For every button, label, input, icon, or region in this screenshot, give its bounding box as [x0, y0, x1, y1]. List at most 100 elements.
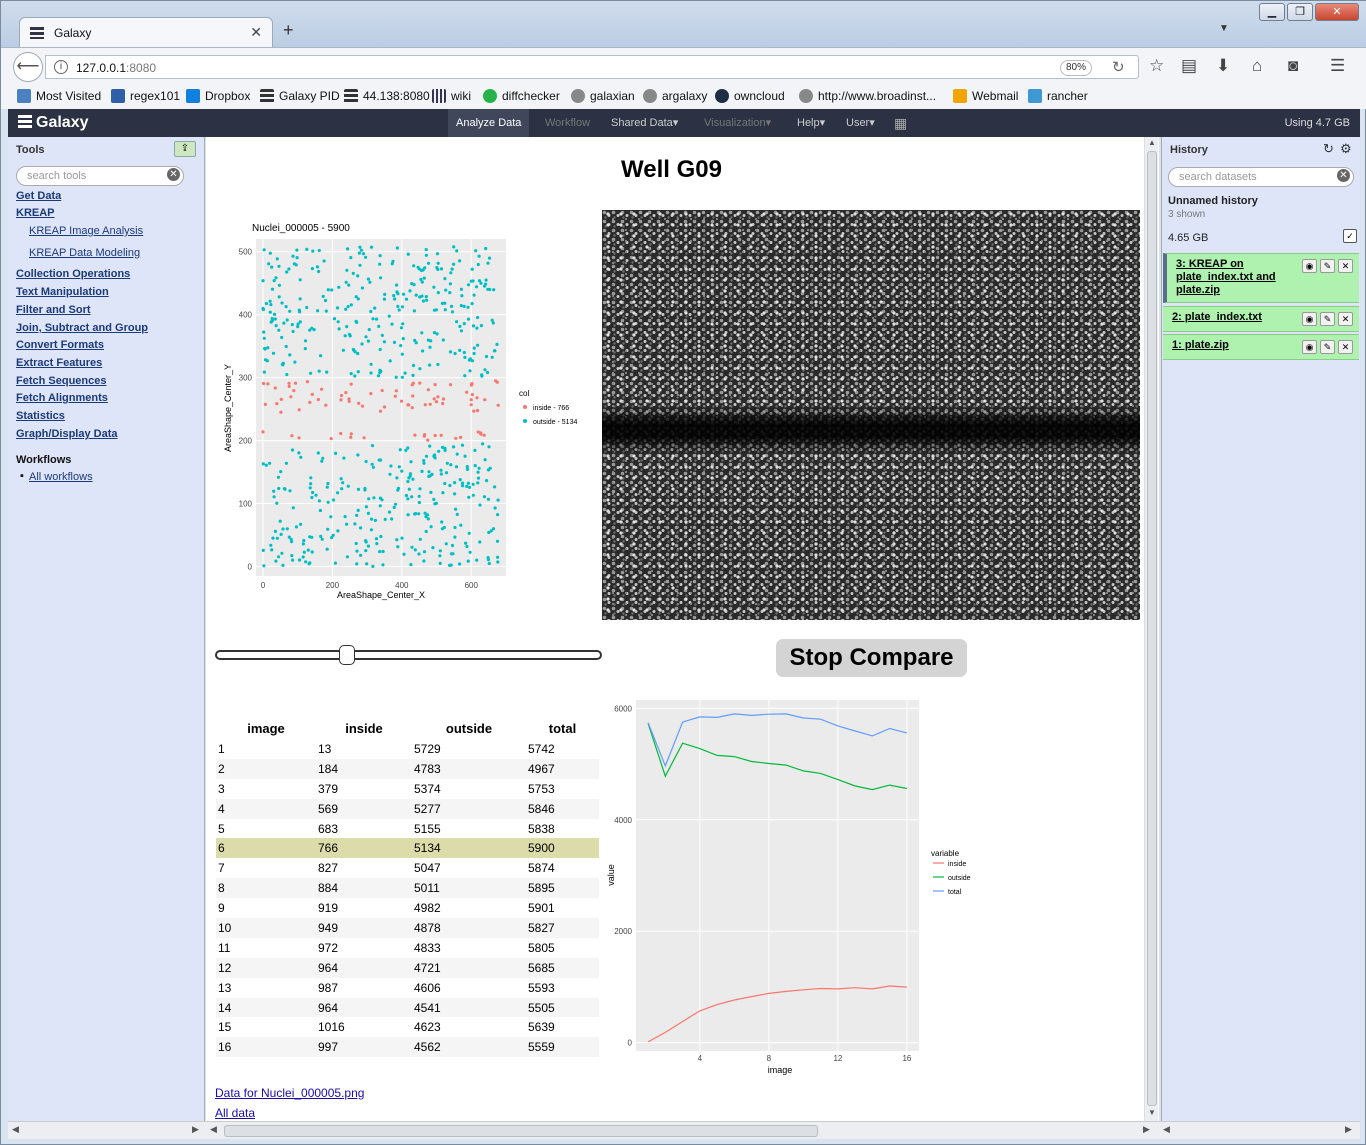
select-datasets-icon[interactable]: ✓ — [1343, 229, 1357, 243]
bookmark-dropbox[interactable]: Dropbox — [186, 89, 250, 103]
scroll-right-icon[interactable]: ▶ — [1345, 1124, 1352, 1134]
refresh-icon[interactable]: ↻ — [1323, 141, 1334, 156]
delete-icon[interactable]: ✕ — [1338, 340, 1353, 354]
history-name[interactable]: Unnamed history — [1168, 195, 1258, 207]
bookmark-argalaxy[interactable]: argalaxy — [643, 89, 707, 103]
scroll-up-icon[interactable]: ▲ — [1148, 138, 1156, 147]
bookmark-webmail[interactable]: Webmail — [953, 89, 1018, 103]
pencil-icon[interactable]: ✎ — [1320, 259, 1335, 273]
tool-section-text-manipulation[interactable]: Text Manipulation — [16, 286, 109, 298]
tool-section-get-data[interactable]: Get Data — [16, 190, 62, 202]
stop-compare-button[interactable]: Stop Compare — [776, 639, 967, 677]
all-data-link[interactable]: All data — [215, 1106, 256, 1120]
scroll-thumb[interactable] — [1147, 151, 1157, 1106]
table-row[interactable]: 10 949 4878 5827 — [216, 918, 599, 938]
eye-icon[interactable]: ◉ — [1302, 312, 1317, 326]
table-row[interactable]: 6 766 5134 5900 — [216, 838, 599, 859]
tool-link-kreap-data-modeling[interactable]: KREAP Data Modeling — [29, 247, 141, 259]
new-tab-icon[interactable]: + — [283, 20, 294, 40]
clear-search-icon[interactable]: ✕ — [167, 168, 180, 181]
table-row[interactable]: 15 1016 4623 5639 — [216, 1017, 599, 1037]
reload-icon[interactable]: ↻ — [1112, 59, 1125, 76]
eye-icon[interactable]: ◉ — [1302, 259, 1317, 273]
eye-icon[interactable]: ◉ — [1302, 340, 1317, 354]
clear-search-icon[interactable]: ✕ — [1337, 169, 1350, 182]
table-row[interactable]: 7 827 5047 5874 — [216, 858, 599, 878]
delete-icon[interactable]: ✕ — [1338, 259, 1353, 273]
home-icon[interactable]: ⌂ — [1252, 56, 1263, 75]
dataset-title[interactable]: 1: plate.zip — [1172, 339, 1229, 351]
apps-grid-icon[interactable]: ▦ — [894, 115, 908, 131]
nav-user[interactable]: User▾ — [838, 109, 883, 137]
right-horizontal-scrollbar[interactable]: ◀ ▶ — [1159, 1121, 1360, 1139]
center-horizontal-scrollbar[interactable]: ◀ ▶ — [206, 1121, 1159, 1139]
table-row[interactable]: 2 184 4783 4967 — [216, 758, 599, 779]
tool-section-extract-features[interactable]: Extract Features — [16, 357, 103, 369]
site-info-icon[interactable]: i — [54, 60, 68, 74]
nav-visualization[interactable]: Visualization▾ — [696, 109, 779, 137]
scroll-left-icon[interactable]: ◀ — [210, 1124, 217, 1134]
tool-section-fetch-alignments[interactable]: Fetch Alignments — [16, 392, 108, 404]
tool-section-join-subtract-and-group[interactable]: Join, Subtract and Group — [16, 322, 149, 334]
back-button[interactable]: ⟵ — [13, 52, 43, 82]
table-row[interactable]: 3 379 5374 5753 — [216, 779, 599, 799]
tool-search-input[interactable]: search tools — [16, 166, 184, 186]
zoom-level[interactable]: 80% — [1060, 60, 1092, 76]
bookmark-galaxy-pid[interactable]: Galaxy PID — [260, 89, 340, 103]
window-close-icon[interactable]: ✕ — [1315, 3, 1359, 21]
dataset-item[interactable]: 2: plate_index.txt ◉ ✎ ✕ — [1163, 306, 1359, 332]
table-row[interactable]: 16 997 4562 5559 — [216, 1037, 599, 1058]
left-horizontal-scrollbar[interactable]: ◀ ▶ — [8, 1121, 206, 1139]
bookmark-star-icon[interactable]: ☆ — [1149, 56, 1165, 75]
nav-help[interactable]: Help▾ — [789, 109, 833, 137]
image-slider[interactable] — [215, 645, 602, 665]
maximize-icon[interactable]: ❐ — [1287, 3, 1313, 21]
pencil-icon[interactable]: ✎ — [1320, 340, 1335, 354]
tool-section-convert-formats[interactable]: Convert Formats — [16, 339, 105, 351]
gear-icon[interactable]: ⚙ — [1340, 141, 1352, 156]
pencil-icon[interactable]: ✎ — [1320, 312, 1335, 326]
bookmark-regex101[interactable]: regex101 — [111, 89, 180, 103]
nav-shared-data[interactable]: Shared Data▾ — [603, 109, 686, 137]
tool-section-graph-display-data[interactable]: Graph/Display Data — [16, 428, 118, 440]
table-row[interactable]: 5 683 5155 5838 — [216, 819, 599, 839]
browser-tab[interactable]: Galaxy ✕ — [19, 17, 273, 47]
dataset-title[interactable]: 2: plate_index.txt — [1172, 311, 1262, 323]
tool-section-statistics[interactable]: Statistics — [16, 410, 65, 422]
dataset-item[interactable]: 1: plate.zip ◉ ✎ ✕ — [1163, 334, 1359, 360]
bookmark-rancher[interactable]: rancher — [1028, 89, 1088, 103]
table-row[interactable]: 8 884 5011 5895 — [216, 878, 599, 899]
nav-workflow[interactable]: Workflow — [545, 117, 591, 129]
scroll-left-icon[interactable]: ◀ — [1163, 1124, 1170, 1134]
scroll-left-icon[interactable]: ◀ — [12, 1124, 19, 1134]
table-row[interactable]: 1 13 5729 5742 — [216, 739, 599, 759]
delete-icon[interactable]: ✕ — [1338, 312, 1353, 326]
dataset-title[interactable]: 3: KREAP on plate_index.txt and plate.zi… — [1176, 258, 1276, 296]
bookmark-owncloud[interactable]: owncloud — [715, 89, 785, 103]
bookmark-most-visited[interactable]: Most Visited — [17, 89, 101, 103]
nav-analyze-data[interactable]: Analyze Data — [448, 109, 530, 137]
table-row[interactable]: 9 919 4982 5901 — [216, 898, 599, 918]
dataset-search-input[interactable]: search datasets — [1168, 167, 1354, 187]
galaxy-brand[interactable]: Galaxy — [18, 114, 88, 132]
center-vertical-scrollbar[interactable]: ▲ ▼ — [1144, 137, 1158, 1121]
table-row[interactable]: 13 987 4606 5593 — [216, 978, 599, 998]
bookmark-diffchecker[interactable]: diffchecker — [483, 89, 560, 103]
upload-icon[interactable]: ⇪ — [174, 141, 196, 157]
all-workflows-link[interactable]: All workflows — [29, 471, 93, 483]
data-for-image-link[interactable]: Data for Nuclei_000005.png — [215, 1086, 365, 1100]
download-icon[interactable]: ⬇ — [1216, 56, 1231, 75]
bookmark-44-138[interactable]: 44.138:8080 — [344, 89, 430, 103]
scroll-right-icon[interactable]: ▶ — [1143, 1124, 1150, 1134]
scroll-thumb[interactable] — [224, 1125, 818, 1137]
bookmark-galaxian[interactable]: galaxian — [571, 89, 635, 103]
url-bar[interactable]: i 127.0.0.1:8080 80% ↻ — [45, 55, 1139, 79]
table-row[interactable]: 11 972 4833 5805 — [216, 938, 599, 958]
slider-handle[interactable] — [339, 645, 356, 665]
tool-link-kreap-image-analysis[interactable]: KREAP Image Analysis — [29, 225, 144, 237]
tool-section-collection-operations[interactable]: Collection Operations — [16, 268, 131, 280]
dataset-item[interactable]: 3: KREAP on plate_index.txt and plate.zi… — [1163, 253, 1359, 303]
reading-list-icon[interactable]: ▤ — [1181, 56, 1198, 75]
table-row[interactable]: 12 964 4721 5685 — [216, 957, 599, 978]
tool-section-filter-and-sort[interactable]: Filter and Sort — [16, 304, 91, 316]
